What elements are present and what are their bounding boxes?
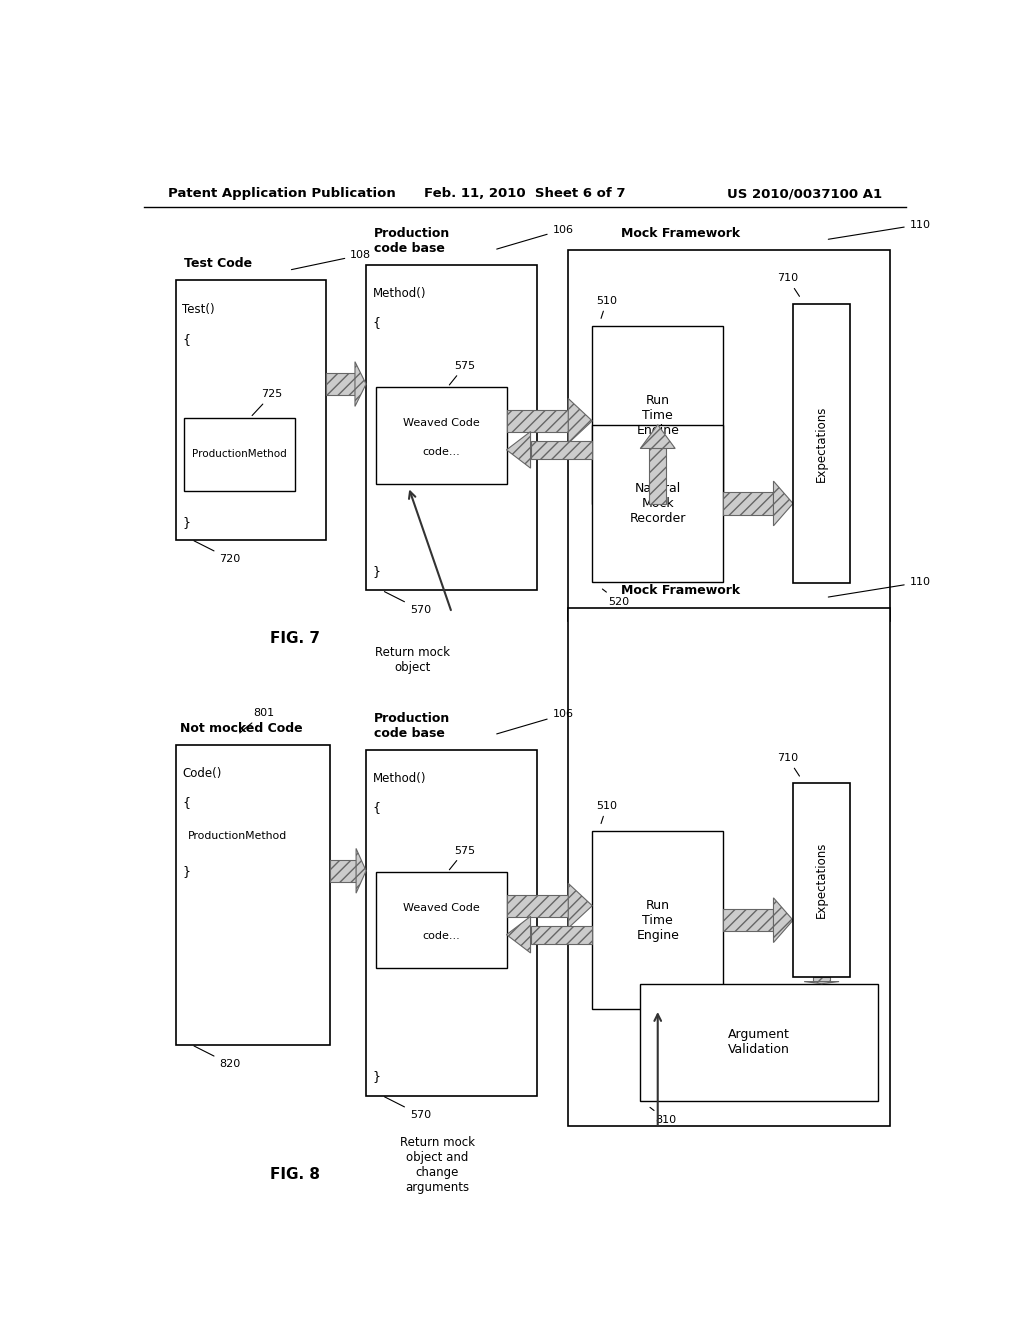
Text: 720: 720 bbox=[194, 541, 241, 564]
Text: Production
code base: Production code base bbox=[374, 711, 451, 739]
Text: FIG. 8: FIG. 8 bbox=[269, 1167, 319, 1183]
Text: 710: 710 bbox=[777, 273, 800, 296]
Polygon shape bbox=[804, 982, 839, 983]
Text: }: } bbox=[182, 516, 190, 529]
Polygon shape bbox=[355, 362, 367, 407]
Text: Return mock
object: Return mock object bbox=[375, 647, 450, 675]
FancyBboxPatch shape bbox=[723, 909, 773, 932]
Text: {: { bbox=[373, 315, 381, 329]
Text: Expectations: Expectations bbox=[815, 405, 828, 482]
FancyBboxPatch shape bbox=[530, 925, 592, 944]
Text: }: } bbox=[373, 565, 381, 578]
Text: Code(): Code() bbox=[182, 767, 221, 780]
Text: Return mock
object and
change
arguments: Return mock object and change arguments bbox=[400, 1137, 475, 1195]
FancyBboxPatch shape bbox=[592, 425, 723, 582]
Text: Run
Time
Engine: Run Time Engine bbox=[636, 899, 679, 941]
Text: 710: 710 bbox=[777, 754, 800, 776]
Text: Mock Framework: Mock Framework bbox=[622, 227, 740, 240]
Text: 106: 106 bbox=[497, 224, 573, 249]
Text: Method(): Method() bbox=[373, 772, 426, 785]
Text: ProductionMethod: ProductionMethod bbox=[191, 449, 287, 459]
Text: 725: 725 bbox=[252, 389, 283, 416]
Text: ProductionMethod: ProductionMethod bbox=[187, 832, 287, 841]
FancyBboxPatch shape bbox=[367, 750, 537, 1096]
Text: Run
Time
Engine: Run Time Engine bbox=[636, 393, 679, 437]
Polygon shape bbox=[568, 399, 592, 444]
Text: {: { bbox=[182, 333, 190, 346]
Text: Test(): Test() bbox=[182, 302, 215, 315]
FancyBboxPatch shape bbox=[376, 873, 507, 969]
FancyBboxPatch shape bbox=[649, 449, 667, 504]
FancyBboxPatch shape bbox=[592, 326, 723, 504]
Polygon shape bbox=[773, 898, 793, 942]
Polygon shape bbox=[507, 916, 530, 953]
Text: FIG. 7: FIG. 7 bbox=[269, 631, 319, 645]
Text: 110: 110 bbox=[828, 577, 931, 597]
Polygon shape bbox=[568, 883, 592, 928]
Text: Mock Framework: Mock Framework bbox=[622, 585, 740, 598]
FancyBboxPatch shape bbox=[176, 744, 331, 1044]
Text: 820: 820 bbox=[194, 1045, 241, 1069]
Text: 108: 108 bbox=[292, 249, 372, 269]
Text: }: } bbox=[182, 865, 190, 878]
FancyBboxPatch shape bbox=[183, 417, 295, 491]
Polygon shape bbox=[507, 432, 530, 469]
Text: 510: 510 bbox=[596, 801, 617, 824]
FancyBboxPatch shape bbox=[507, 409, 568, 432]
Text: 575: 575 bbox=[450, 360, 475, 385]
FancyBboxPatch shape bbox=[507, 895, 568, 917]
FancyBboxPatch shape bbox=[640, 983, 878, 1101]
FancyBboxPatch shape bbox=[813, 977, 830, 982]
Text: 570: 570 bbox=[384, 1097, 431, 1119]
Text: 570: 570 bbox=[384, 591, 431, 615]
Text: Method(): Method() bbox=[373, 288, 426, 301]
FancyBboxPatch shape bbox=[530, 441, 592, 459]
Text: Natural
Mock
Recorder: Natural Mock Recorder bbox=[630, 482, 686, 525]
FancyBboxPatch shape bbox=[723, 492, 773, 515]
FancyBboxPatch shape bbox=[568, 249, 890, 620]
Text: Test Code: Test Code bbox=[183, 257, 252, 271]
Text: 810: 810 bbox=[650, 1107, 677, 1125]
Text: code...: code... bbox=[422, 446, 460, 457]
Text: Argument
Validation: Argument Validation bbox=[728, 1028, 790, 1056]
Polygon shape bbox=[640, 425, 675, 449]
Text: 106: 106 bbox=[497, 709, 573, 734]
Text: Not mocked Code: Not mocked Code bbox=[179, 722, 302, 735]
Text: Weaved Code: Weaved Code bbox=[402, 418, 479, 428]
Text: Production
code base: Production code base bbox=[374, 227, 451, 255]
FancyBboxPatch shape bbox=[367, 265, 537, 590]
FancyBboxPatch shape bbox=[327, 372, 355, 395]
Text: {: { bbox=[182, 796, 190, 809]
FancyBboxPatch shape bbox=[176, 280, 327, 540]
FancyBboxPatch shape bbox=[376, 387, 507, 483]
Text: Patent Application Publication: Patent Application Publication bbox=[168, 187, 395, 201]
Text: Feb. 11, 2010  Sheet 6 of 7: Feb. 11, 2010 Sheet 6 of 7 bbox=[424, 187, 626, 201]
Text: 110: 110 bbox=[828, 219, 931, 239]
Text: Expectations: Expectations bbox=[815, 842, 828, 919]
Text: 510: 510 bbox=[596, 296, 617, 318]
Text: code...: code... bbox=[422, 932, 460, 941]
Text: 520: 520 bbox=[602, 589, 630, 607]
Text: Weaved Code: Weaved Code bbox=[402, 903, 479, 913]
FancyBboxPatch shape bbox=[592, 832, 723, 1008]
FancyBboxPatch shape bbox=[331, 859, 356, 882]
FancyBboxPatch shape bbox=[568, 607, 890, 1126]
Text: US 2010/0037100 A1: US 2010/0037100 A1 bbox=[727, 187, 882, 201]
FancyBboxPatch shape bbox=[793, 784, 850, 977]
Text: 801: 801 bbox=[240, 709, 274, 733]
Text: 575: 575 bbox=[450, 846, 475, 870]
Text: {: { bbox=[373, 801, 381, 813]
Text: }: } bbox=[373, 1071, 381, 1084]
Polygon shape bbox=[356, 849, 367, 894]
Polygon shape bbox=[773, 480, 793, 525]
FancyBboxPatch shape bbox=[793, 304, 850, 583]
